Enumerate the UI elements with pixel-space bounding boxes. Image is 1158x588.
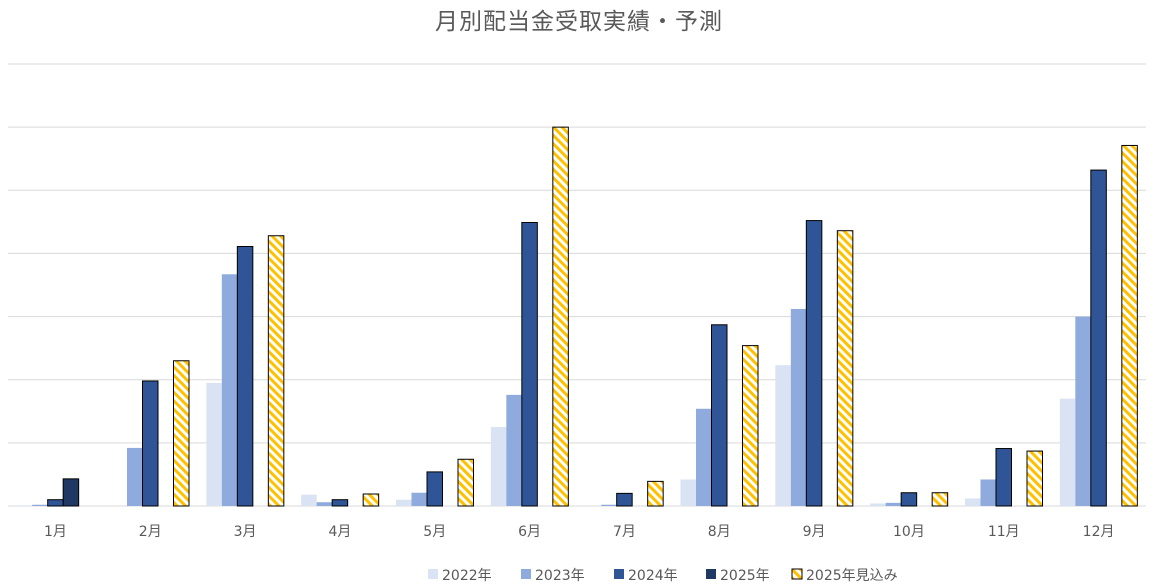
x-tick-label: 5月: [423, 524, 446, 540]
bar-2022年-5月: [396, 499, 412, 506]
bar-2022年-10月: [870, 503, 886, 506]
legend-label: 2025年: [720, 568, 770, 584]
bar-2023年-1月: [32, 504, 48, 506]
legend-swatch: [428, 569, 438, 579]
bar-2025年見込み-11月: [1026, 450, 1043, 507]
legend-swatch: [614, 569, 624, 579]
bar-2024年-2月: [142, 380, 159, 507]
legend-label: 2024年: [628, 568, 678, 584]
bar-2022年-1月: [16, 505, 33, 506]
bar-2023年-7月: [601, 504, 617, 506]
bar-2023年-2月: [127, 447, 143, 506]
bar-2022年-3月: [206, 382, 222, 506]
bar-2023年-8月: [696, 408, 712, 506]
x-tick-label: 12月: [1083, 524, 1115, 540]
legend-swatch: [521, 569, 531, 579]
legend-label: 2023年: [535, 568, 585, 584]
bar-2023年-11月: [980, 479, 996, 506]
gridlines: [8, 63, 1146, 507]
x-tick-label: 11月: [988, 524, 1020, 540]
legend-label: 2022年: [442, 568, 492, 584]
bar-2025年見込み-12月: [1121, 144, 1138, 507]
bar-2024年-8月: [711, 324, 728, 507]
legend-label: 2025年見込み: [806, 568, 898, 584]
x-tick-label: 10月: [893, 524, 925, 540]
bar-2025年見込み-5月: [457, 458, 474, 507]
bar-2023年-6月: [506, 394, 522, 506]
bar-2025年見込み-8月: [742, 345, 759, 507]
bar-2023年-3月: [221, 274, 238, 506]
bar-2024年-9月: [805, 220, 823, 507]
bar-2024年-12月: [1090, 169, 1107, 507]
bar-2023年-10月: [885, 502, 902, 506]
bar-2023年-12月: [1075, 316, 1091, 506]
bar-2025年見込み-2月: [173, 360, 190, 507]
x-tick-label: 2月: [139, 524, 162, 540]
x-tick-label: 9月: [803, 524, 826, 540]
bar-2022年-11月: [965, 498, 981, 506]
bar-2022年-6月: [490, 427, 507, 506]
legend-swatch: [706, 569, 716, 579]
bar-2022年-9月: [775, 365, 791, 506]
x-tick-label: 1月: [44, 524, 67, 540]
bar-2023年-5月: [411, 492, 427, 506]
bar-2025年見込み-7月: [647, 480, 664, 507]
bar-2023年-4月: [316, 502, 333, 506]
bar-2025年見込み-3月: [267, 235, 285, 507]
bar-2024年-7月: [616, 492, 633, 507]
x-tick-label: 3月: [234, 524, 257, 540]
x-tick-label: 7月: [613, 524, 636, 540]
bar-2022年-4月: [301, 494, 317, 506]
bar-2022年-8月: [680, 479, 696, 506]
bar-2023年-9月: [790, 308, 807, 506]
bar-2024年-6月: [521, 221, 538, 507]
legend: 2022年 2023年 2024年 2025年 2025年見込み: [428, 568, 898, 584]
bar-2024年-4月: [331, 499, 349, 507]
chart-title: 月別配当金受取実績・予測: [435, 9, 723, 35]
bar-2024年-1月: [47, 499, 64, 507]
bar-2024年-3月: [236, 245, 254, 507]
x-tick-label: 8月: [708, 524, 731, 540]
bar-2025年見込み-10月: [931, 492, 949, 507]
bar-2025年見込み-6月: [552, 126, 569, 507]
bar-2024年-11月: [995, 448, 1012, 507]
bar-2024年-10月: [900, 492, 918, 507]
bar-2025年見込み-9月: [836, 230, 854, 507]
legend-swatch: [791, 568, 803, 580]
bar-2025年-1月: [62, 478, 80, 507]
bars: [16, 126, 1138, 507]
bar-2025年見込み-4月: [362, 493, 380, 507]
bar-2022年-12月: [1059, 398, 1076, 506]
x-tick-label: 4月: [328, 524, 351, 540]
x-tick-label: 6月: [518, 524, 541, 540]
bar-2024年-5月: [426, 471, 443, 507]
x-axis-tick-labels: 1月 2月 3月 4月 5月 6月 7月 8月 9月 10月 11月 12月: [44, 524, 1115, 540]
